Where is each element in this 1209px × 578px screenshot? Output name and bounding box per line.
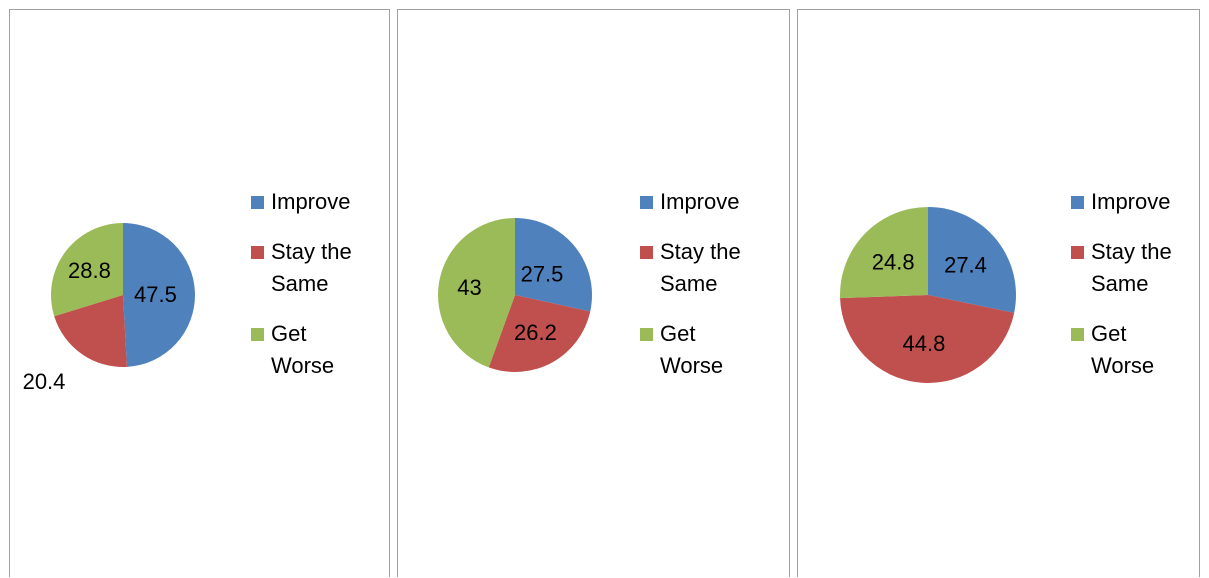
legend-label-get-worse: Get Worse (1091, 321, 1155, 378)
pie-slice-improve (123, 223, 195, 367)
data-label-get-worse: 28.8 (68, 258, 111, 283)
pie-chart-2: 27.5 26.2 43 (438, 218, 593, 372)
legend-swatch-stay-the-same (1071, 246, 1084, 259)
pie-slice-stay-the-same (488, 295, 591, 372)
data-label-stay-the-same: 20.4 (23, 369, 66, 394)
pie-slice-stay-the-same (840, 295, 1015, 383)
legend-swatch-improve (251, 196, 264, 209)
legend-item-get-worse: Get Worse (251, 318, 371, 382)
chart-table: 47.5 20.4 28.8 Improve Stay the Same Get W… (9, 9, 1200, 577)
pie-slice-improve (515, 218, 593, 312)
data-label-improve: 27.4 (944, 252, 987, 277)
data-label-get-worse: 24.8 (872, 249, 915, 274)
legend-item-stay-the-same: Stay the Same (640, 236, 760, 300)
legend-swatch-stay-the-same (640, 246, 653, 259)
legend-label-get-worse: Get Worse (271, 321, 335, 378)
legend-swatch-get-worse (640, 328, 653, 341)
legend-2: Improve Stay the Same Get Worse (640, 186, 760, 400)
legend-label-improve: Improve (660, 189, 740, 214)
pie-slice-stay-the-same (54, 295, 127, 367)
legend-swatch-improve (1071, 196, 1084, 209)
pie-slice-get-worse (840, 207, 928, 299)
chart-cell-2: 27.5 26.2 43 Improve Stay the Same Get Wor… (397, 9, 790, 577)
legend-item-improve: Improve (1071, 186, 1191, 218)
legend-1: Improve Stay the Same Get Worse (251, 186, 371, 400)
legend-label-stay-the-same: Stay the Same (1091, 239, 1172, 296)
legend-3: Improve Stay the Same Get Worse (1071, 186, 1191, 400)
data-label-stay-the-same: 44.8 (902, 331, 945, 356)
pie-slice-improve (928, 207, 1016, 313)
data-label-improve: 47.5 (134, 282, 177, 307)
pie-chart-1: 47.5 20.4 28.8 (23, 223, 195, 394)
legend-label-improve: Improve (271, 189, 351, 214)
legend-label-stay-the-same: Stay the Same (271, 239, 352, 296)
pie-chart-3: 27.4 44.8 24.8 (840, 207, 1016, 383)
legend-swatch-stay-the-same (251, 246, 264, 259)
legend-item-improve: Improve (251, 186, 371, 218)
legend-item-get-worse: Get Worse (1071, 318, 1191, 382)
legend-item-stay-the-same: Stay the Same (251, 236, 371, 300)
legend-label-get-worse: Get Worse (660, 321, 724, 378)
pie-slice-get-worse (438, 218, 515, 368)
legend-swatch-get-worse (1071, 328, 1084, 341)
legend-item-get-worse: Get Worse (640, 318, 760, 382)
data-label-improve: 27.5 (521, 261, 564, 286)
data-label-stay-the-same: 26.2 (514, 320, 557, 345)
legend-item-improve: Improve (640, 186, 760, 218)
legend-item-stay-the-same: Stay the Same (1071, 236, 1191, 300)
legend-label-improve: Improve (1091, 189, 1171, 214)
chart-cell-1: 47.5 20.4 28.8 Improve Stay the Same Get W… (9, 9, 390, 577)
pie-slice-get-worse (51, 223, 124, 317)
chart-cell-3: 27.4 44.8 24.8 Improve Stay the Same Get W… (797, 9, 1200, 577)
legend-swatch-get-worse (251, 328, 264, 341)
data-label-get-worse: 43 (457, 275, 481, 300)
legend-label-stay-the-same: Stay the Same (660, 239, 741, 296)
legend-swatch-improve (640, 196, 653, 209)
